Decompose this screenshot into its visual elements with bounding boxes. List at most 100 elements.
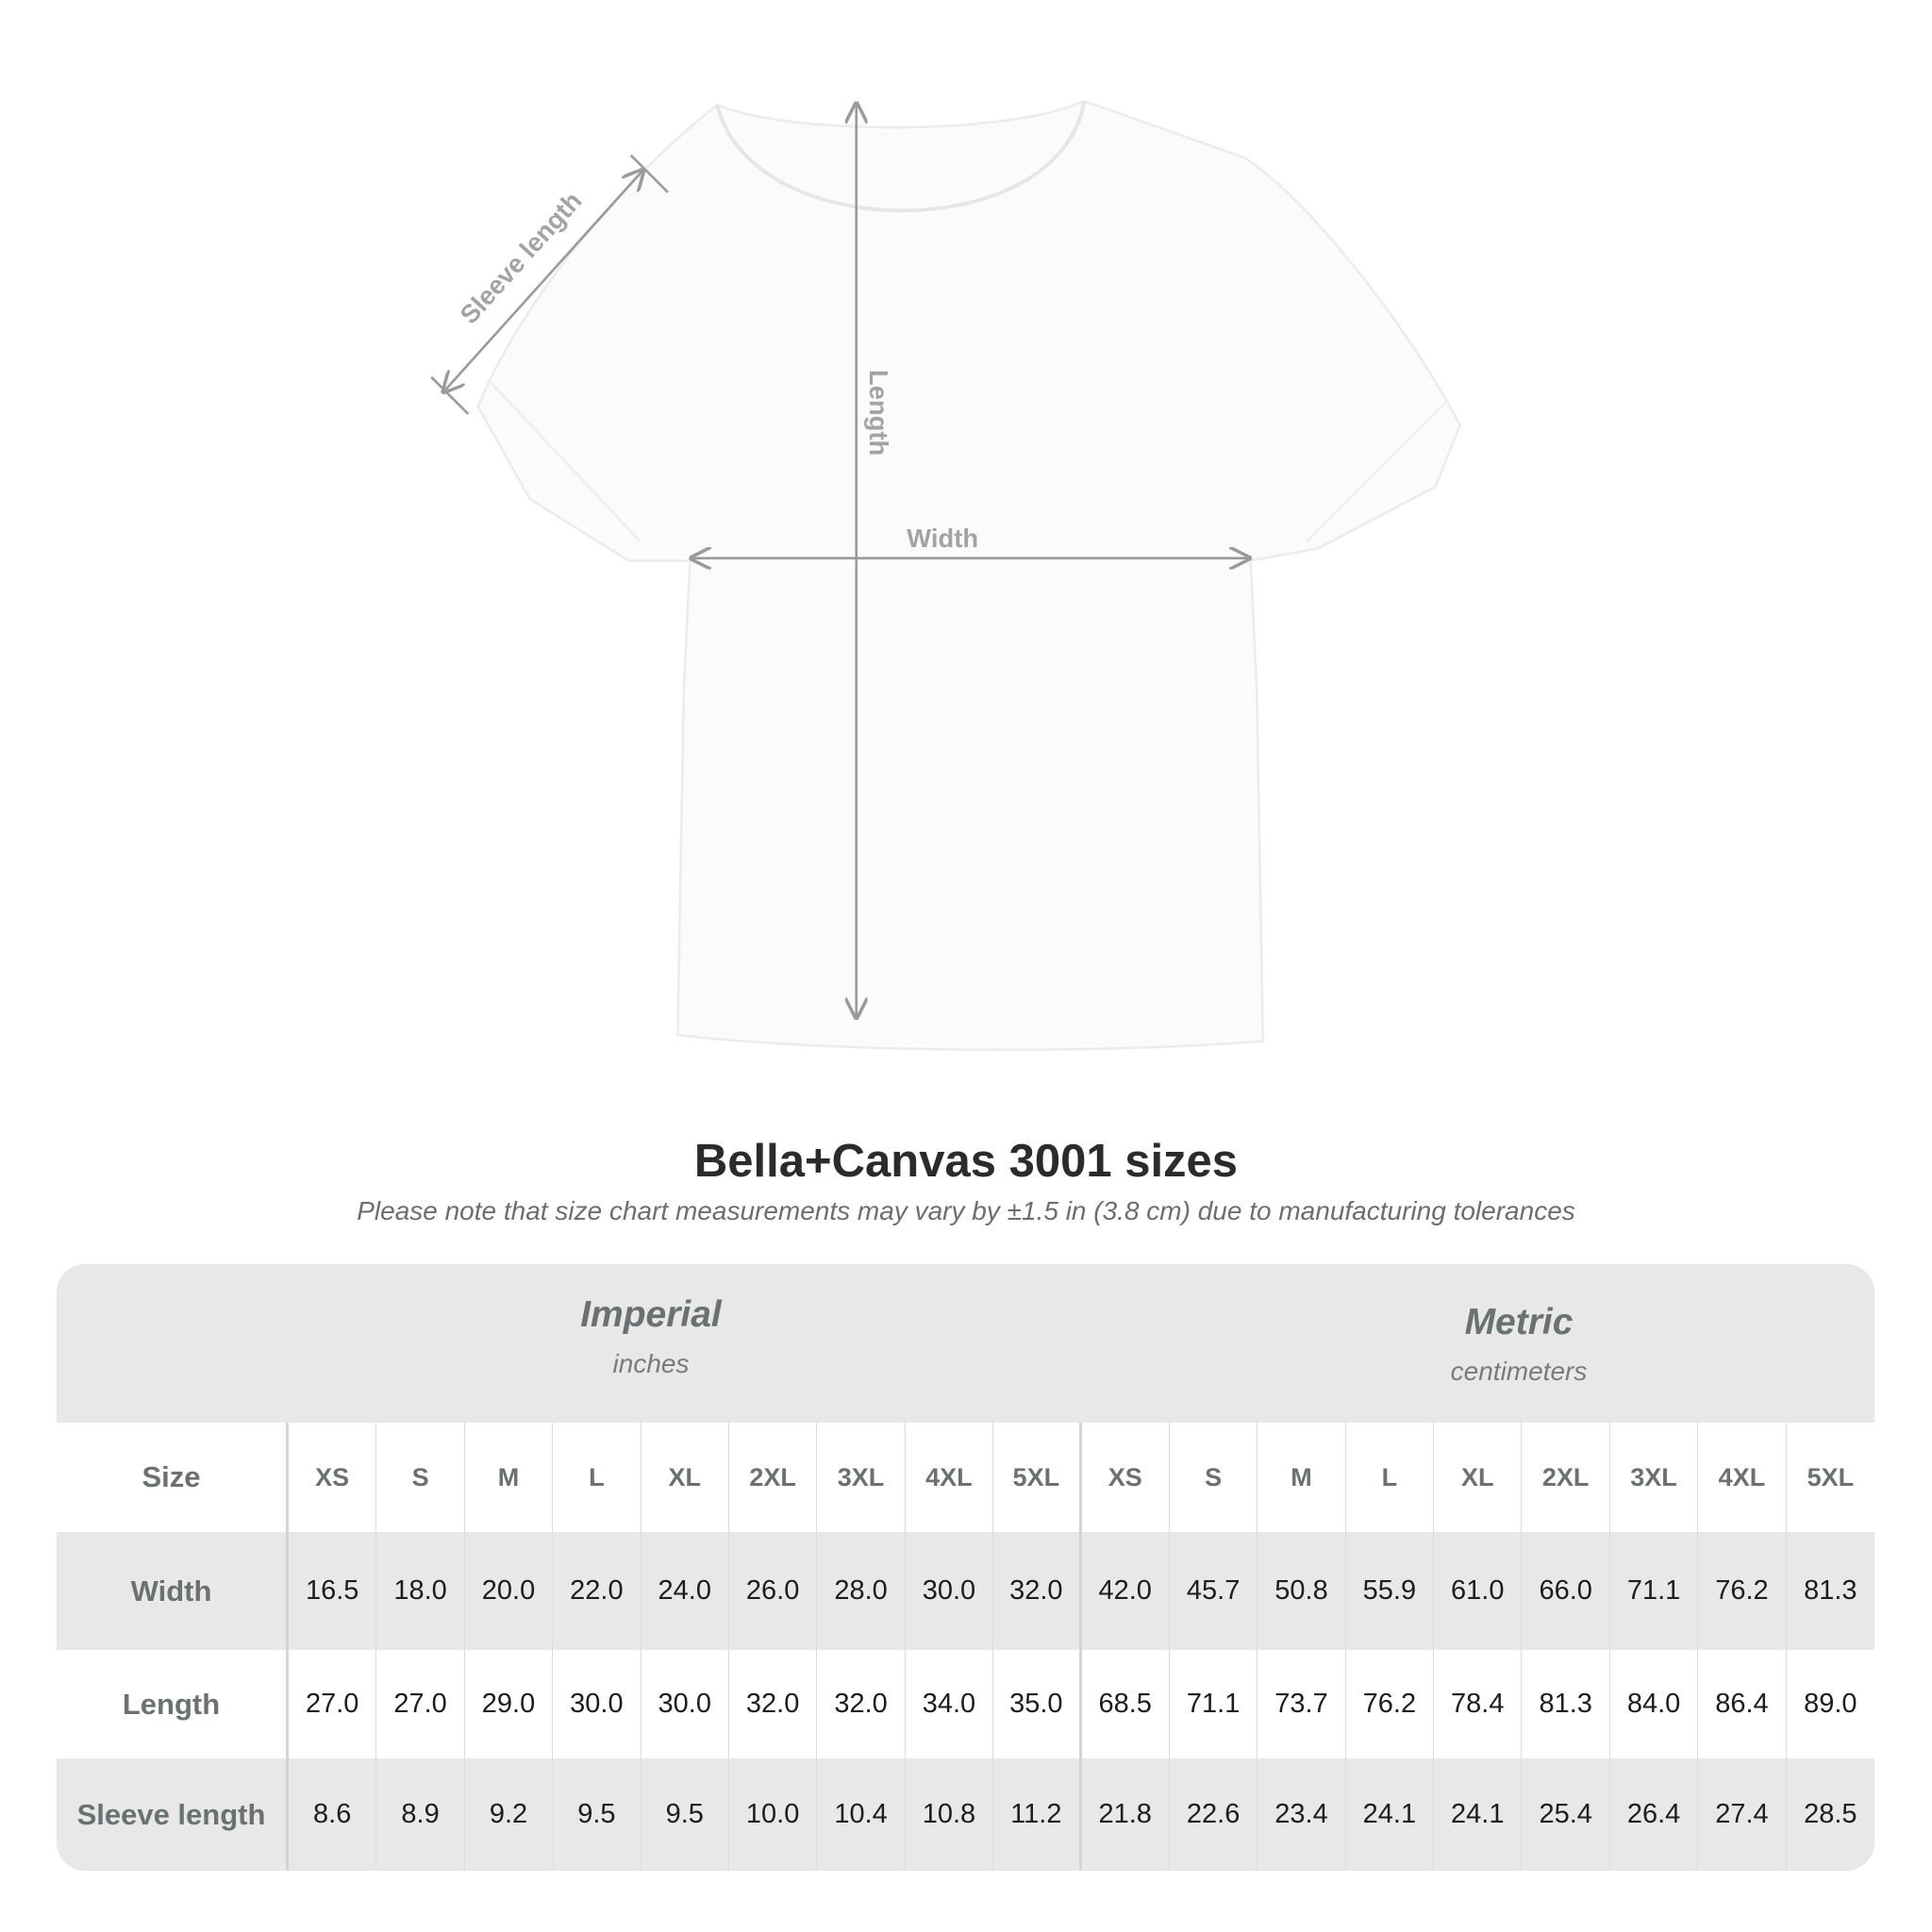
table-cell: 71.1 [1610,1532,1699,1650]
table-cell: 27.0 [289,1650,377,1758]
table-cell: 73.7 [1257,1650,1346,1758]
size-header-imperial-xs: XS [289,1423,377,1532]
size-header-metric-3xl: 3XL [1610,1423,1699,1532]
table-cell: 9.5 [553,1758,641,1871]
table-cell: 25.4 [1522,1758,1610,1871]
table-cell: 21.8 [1082,1758,1170,1871]
left-sleeve-hem [489,381,642,543]
table-cell: 32.0 [993,1532,1082,1650]
table-cell: 28.5 [1804,1799,1857,1829]
table-cell: 32.0 [817,1650,906,1758]
table-cell: 9.5 [641,1758,729,1871]
table-cell: 55.9 [1346,1532,1435,1650]
table-cell: 26.4 [1610,1758,1699,1871]
row-label: Sleeve length [57,1758,289,1871]
table-cell: 16.5 [289,1532,377,1650]
row-label: Length [57,1650,289,1758]
table-row-width: Width 16.5 18.0 20.0 22.0 24.0 26.0 28.0 30.0 32.… [57,1532,1874,1650]
table-cell: 42.0 [1082,1532,1170,1650]
table-cell: 84.0 [1610,1650,1699,1758]
size-header-imperial-2xl: 2XL [729,1423,818,1532]
table-cell: 30.0 [553,1650,641,1758]
table-cell: 32.0 [729,1650,818,1758]
table-cell: 22.6 [1170,1758,1258,1871]
size-header-metric-l: L [1346,1423,1435,1532]
table-cell: 45.7 [1170,1532,1258,1650]
table-cell: 24.1 [1434,1758,1523,1871]
table-cell: 68.5 [1082,1650,1170,1758]
size-header-metric-4xl: 4XL [1698,1423,1787,1532]
table-cell: 28.0 [817,1532,906,1650]
table-cell: 89.0 [1804,1689,1857,1719]
sleeve-tick-bottom [430,375,470,415]
table-cell: 76.2 [1698,1532,1787,1650]
collar [715,100,1087,213]
table-cell: 66.0 [1522,1532,1610,1650]
sleeve-arrow [443,170,643,391]
imperial-header: Imperial inches [368,1294,934,1379]
table-cell: 35.0 [993,1650,1082,1758]
table-cell: 10.4 [817,1758,906,1871]
table-cell: 10.0 [729,1758,818,1871]
metric-title: Metric [1464,1302,1574,1342]
tolerance-note: Please note that size chart measurements… [357,1196,1575,1225]
table-row-sleeve-length: Sleeve length 8.6 8.9 9.2 9.5 9.5 10.0 10.4 10.8… [57,1758,1874,1871]
row-label: Width [57,1532,289,1650]
size-header-metric-m: M [1257,1423,1346,1532]
tshirt-body [476,99,1462,1052]
units-header: Imperial inches Metric centimeters [57,1264,1874,1423]
size-header-imperial-xl: XL [641,1423,729,1532]
table-cell: 30.0 [641,1650,729,1758]
table-cell: 11.2 [993,1758,1082,1871]
size-row-label: Size [57,1423,289,1532]
table-cell: 81.3 [1804,1575,1857,1606]
table-cell: 86.4 [1698,1650,1787,1758]
table-cell: 18.0 [376,1532,465,1650]
imperial-unit: inches [612,1349,690,1378]
metric-header: Metric centimeters [1236,1302,1802,1387]
size-header-imperial-s: S [376,1423,465,1532]
table-cell: 34.0 [906,1650,994,1758]
table-cell: 27.4 [1698,1758,1787,1871]
size-header-metric-5xl: 5XL [1807,1462,1855,1491]
size-header-imperial-l: L [553,1423,641,1532]
table-cell: 10.8 [906,1758,994,1871]
imperial-title: Imperial [580,1294,722,1335]
table-cell: 71.1 [1170,1650,1258,1758]
table-cell: 20.0 [465,1532,554,1650]
table-cell: 22.0 [553,1532,641,1650]
table-cell: 61.0 [1434,1532,1523,1650]
size-table: Imperial inches Metric centimeters Size … [57,1264,1874,1871]
size-header-imperial-5xl: 5XL [993,1423,1082,1532]
table-cell: 50.8 [1257,1532,1346,1650]
table-cell: 30.0 [906,1532,994,1650]
table-cell: 78.4 [1434,1650,1523,1758]
width-label: Width [907,524,978,553]
size-header-metric-xs: XS [1082,1423,1170,1532]
length-label: Length [864,370,893,456]
metric-unit: centimeters [1450,1357,1588,1386]
table-cell: 24.0 [641,1532,729,1650]
page-title: Bella+Canvas 3001 sizes [693,1136,1239,1187]
table-cell: 8.6 [289,1758,377,1871]
table-cell: 29.0 [465,1650,554,1758]
size-header-imperial-3xl: 3XL [817,1423,906,1532]
size-header-imperial-4xl: 4XL [906,1423,994,1532]
size-header-imperial-m: M [465,1423,554,1532]
table-row-length: Length 27.0 27.0 29.0 30.0 30.0 32.0 32.0 34.0 35… [57,1650,1874,1758]
table-cell: 81.3 [1522,1650,1610,1758]
size-row: Size XS S M L XL 2XL 3XL 4XL 5XL XS S M L XL 2XL 3XL 4XL… [57,1423,1874,1532]
right-sleeve-hem [1305,399,1449,543]
table-cell: 9.2 [465,1758,554,1871]
size-header-metric-xl: XL [1434,1423,1523,1532]
table-cell: 23.4 [1257,1758,1346,1871]
size-header-metric-2xl: 2XL [1522,1423,1610,1532]
table-cell: 8.9 [376,1758,465,1871]
table-cell: 24.1 [1346,1758,1435,1871]
size-header-metric-s: S [1170,1423,1258,1532]
sleeve-tick-top [629,154,669,193]
table-cell: 26.0 [729,1532,818,1650]
table-cell: 76.2 [1346,1650,1435,1758]
table-cell: 27.0 [376,1650,465,1758]
